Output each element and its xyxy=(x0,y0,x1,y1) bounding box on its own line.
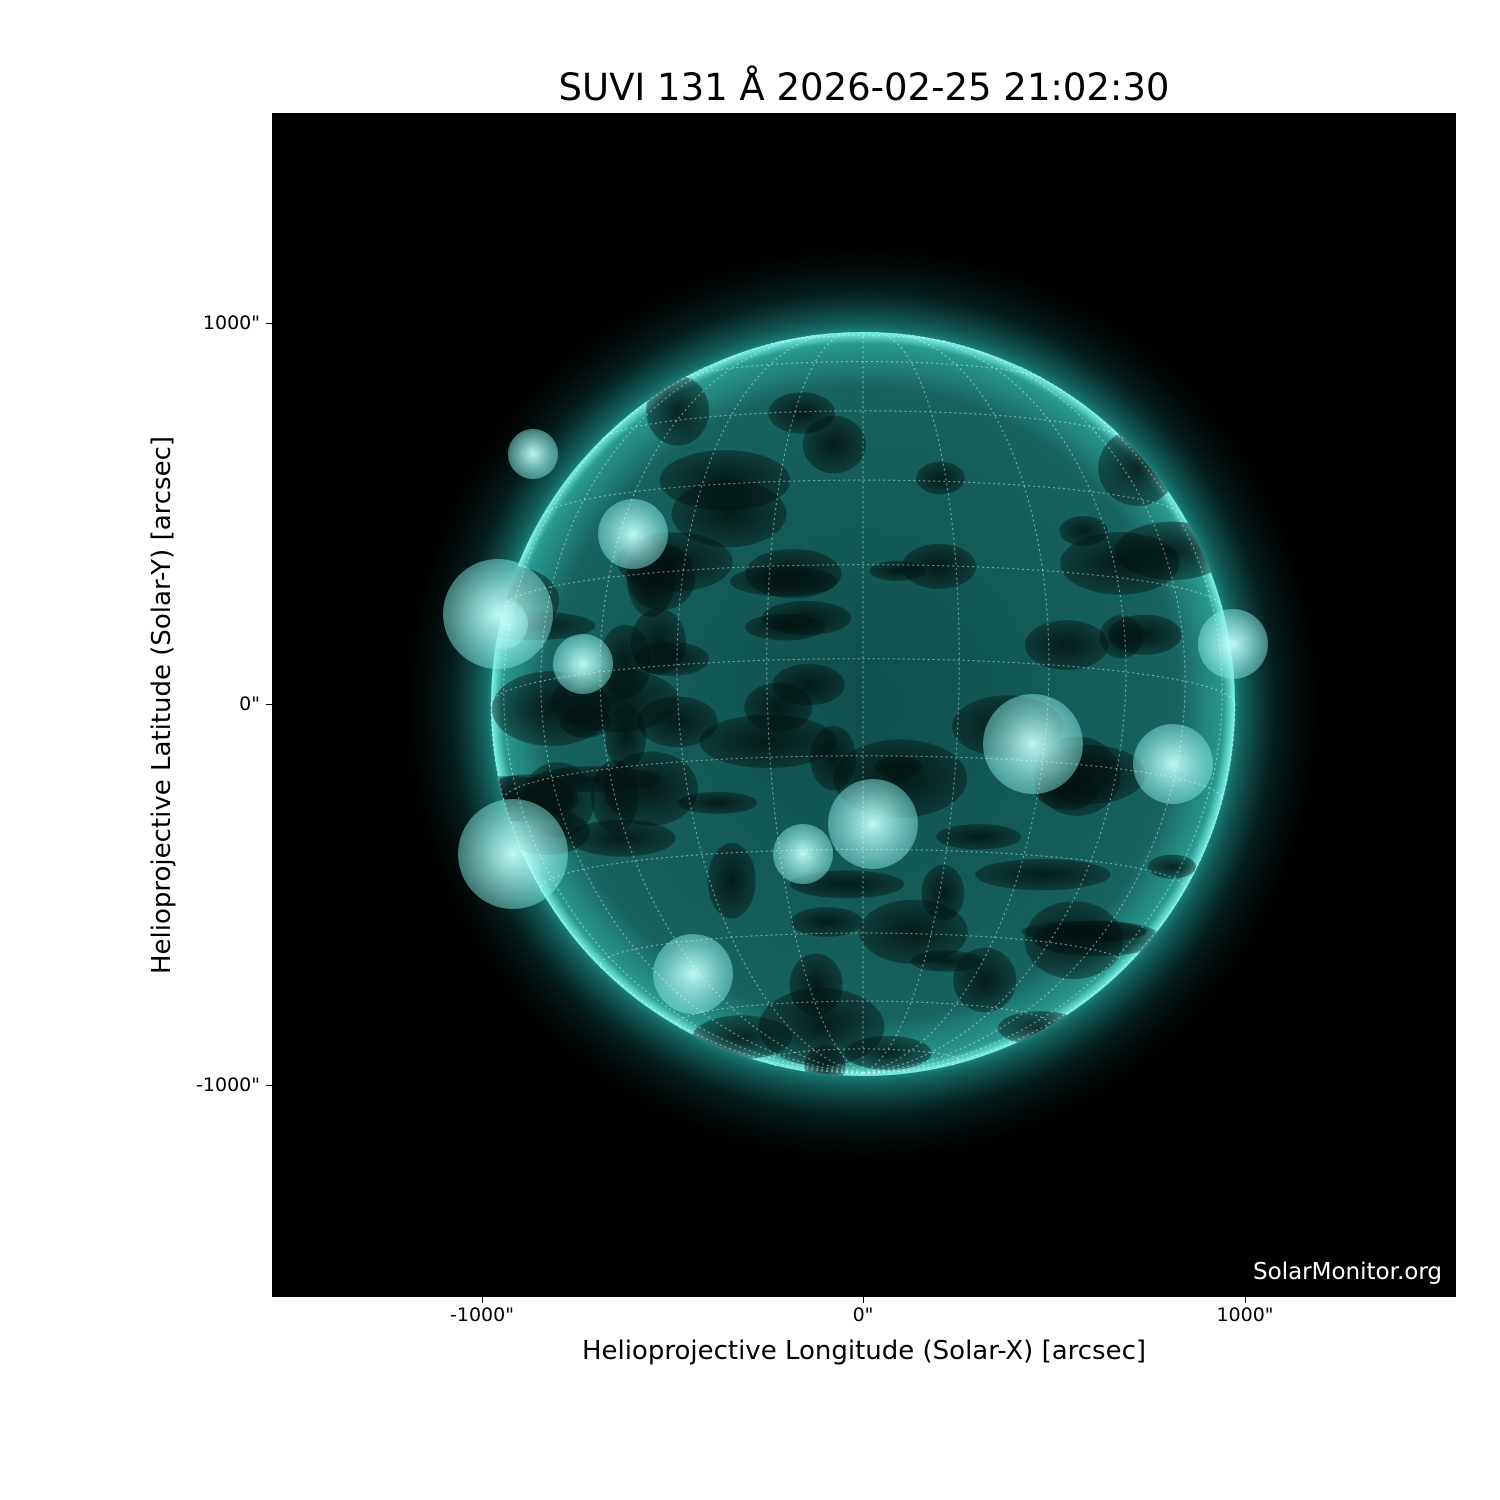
coronal-dark-region xyxy=(953,947,1017,1013)
coronal-dark-region xyxy=(1024,620,1109,670)
coronal-dark-region xyxy=(1147,854,1197,879)
x-tick xyxy=(863,1297,864,1303)
y-tick-label: -1000" xyxy=(196,1074,260,1096)
coronal-dark-region xyxy=(921,864,965,921)
coronal-dark-region xyxy=(916,461,965,495)
coronal-dark-region xyxy=(936,824,1022,850)
limb-active-region xyxy=(1198,609,1268,679)
grid-line xyxy=(766,1048,960,1067)
coronal-dark-region xyxy=(804,1045,846,1076)
coronal-dark-region xyxy=(1024,901,1124,980)
active-region xyxy=(598,499,668,569)
grid-line xyxy=(862,334,1127,1074)
coronal-dark-region xyxy=(646,375,710,446)
x-tick xyxy=(1245,1297,1246,1303)
active-region xyxy=(828,779,918,869)
plot-title: SUVI 131 Å 2026-02-25 21:02:30 xyxy=(558,66,1170,109)
grid-line xyxy=(599,932,1127,969)
active-region xyxy=(653,934,733,1014)
x-tick-label: 1000" xyxy=(1216,1304,1274,1326)
grid-line xyxy=(542,479,1184,516)
grid-line xyxy=(862,333,1050,1074)
x-axis-label: Helioprojective Longitude (Solar-X) [arc… xyxy=(581,1336,1147,1366)
coronal-dark-region xyxy=(758,988,885,1067)
coronal-dark-region xyxy=(671,480,787,548)
coronal-dark-region xyxy=(874,756,923,778)
grid-line xyxy=(599,334,864,1074)
coronal-dark-region xyxy=(637,696,718,748)
coronal-dark-region xyxy=(634,641,709,676)
y-tick xyxy=(266,704,272,705)
x-tick-label: -1000" xyxy=(450,1304,514,1326)
grid-line xyxy=(862,339,1186,1074)
coronal-dark-region xyxy=(975,858,1111,891)
coronal-dark-region xyxy=(568,819,676,857)
y-tick xyxy=(266,1085,272,1086)
heliographic-grid xyxy=(490,331,1236,1074)
grid-line xyxy=(682,361,1044,380)
y-tick-label: 1000" xyxy=(202,312,260,334)
active-region xyxy=(983,694,1083,794)
coronal-dark-region xyxy=(1108,614,1182,655)
coronal-dark-region xyxy=(789,953,843,1017)
y-tick-label: 0" xyxy=(239,693,260,715)
solar-image-axes: SolarMonitor.org xyxy=(272,113,1456,1297)
grid-line xyxy=(490,658,1236,705)
coronal-dark-region xyxy=(802,415,866,474)
coronal-dark-region xyxy=(901,543,977,589)
coronal-dark-region xyxy=(678,791,758,814)
y-axis-label: Helioprojective Latitude (Solar-Y) [arcs… xyxy=(147,435,177,975)
coronal-dark-region xyxy=(1060,532,1180,595)
coronal-dark-region xyxy=(531,766,662,793)
grid-line xyxy=(676,333,864,1074)
active-region xyxy=(773,824,833,884)
grid-line xyxy=(676,1000,1050,1029)
sun-image xyxy=(393,234,1333,1174)
y-tick xyxy=(266,323,272,324)
active-region xyxy=(1133,724,1213,804)
coronal-dark-region xyxy=(745,613,826,641)
grid-line xyxy=(503,564,1223,608)
coronal-dark-region xyxy=(790,907,863,937)
limb-active-region xyxy=(458,799,568,909)
x-tick xyxy=(482,1297,483,1303)
x-tick-label: 0" xyxy=(852,1304,874,1326)
coronal-dark-region xyxy=(810,725,857,791)
active-region xyxy=(553,634,613,694)
coronal-dark-region xyxy=(707,842,756,919)
coronal-dark-region xyxy=(729,566,838,597)
watermark: SolarMonitor.org xyxy=(1253,1259,1442,1285)
limb-active-region xyxy=(508,429,558,479)
limb-active-region xyxy=(443,559,553,669)
coronal-dark-region xyxy=(699,714,837,769)
grid-line xyxy=(777,335,949,343)
grid-line xyxy=(540,339,864,1074)
